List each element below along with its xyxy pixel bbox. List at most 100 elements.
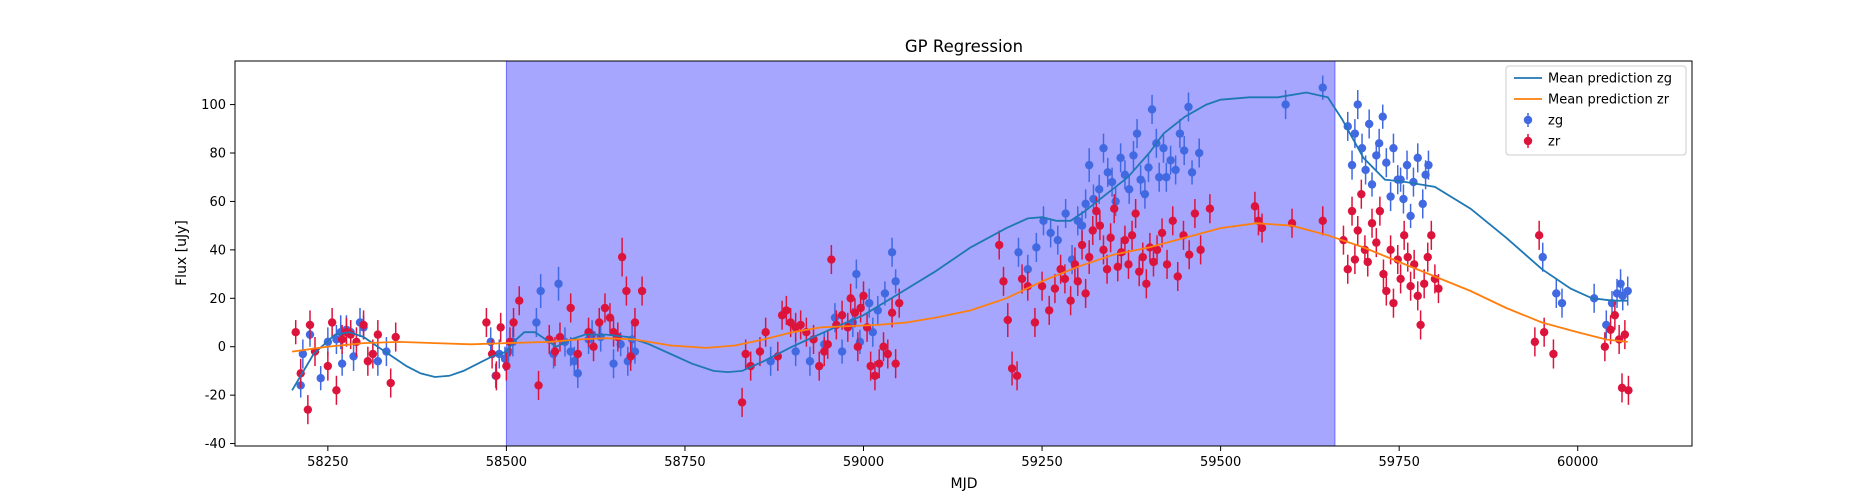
data-point	[1113, 262, 1122, 272]
data-point	[303, 405, 313, 414]
data-point	[1050, 284, 1060, 293]
data-point	[1056, 265, 1065, 274]
data-point	[1157, 228, 1167, 238]
data-point	[566, 303, 575, 313]
data-point	[1557, 298, 1567, 308]
data-point	[509, 318, 518, 327]
data-point	[332, 386, 341, 395]
data-point	[1402, 160, 1412, 170]
data-point	[1399, 231, 1409, 240]
data-point	[605, 313, 615, 322]
x-tick-label: 58750	[664, 455, 705, 470]
data-point	[534, 381, 543, 390]
data-point	[600, 303, 610, 313]
data-point	[515, 296, 524, 305]
data-point	[887, 248, 897, 257]
data-point	[1092, 206, 1101, 216]
data-point	[298, 349, 308, 359]
data-point	[1552, 289, 1561, 298]
data-point	[1374, 139, 1384, 148]
data-point	[796, 320, 805, 330]
y-tick-label: -20	[205, 389, 226, 404]
data-point	[891, 359, 900, 368]
data-point	[761, 327, 770, 337]
legend-marker-swatch	[1523, 115, 1533, 125]
data-point	[1129, 151, 1138, 160]
data-point	[1353, 100, 1362, 109]
data-point	[1127, 231, 1137, 240]
data-point	[391, 332, 400, 342]
data-point	[368, 349, 378, 359]
data-point	[1386, 192, 1395, 201]
data-point	[1030, 318, 1040, 327]
data-point	[1413, 291, 1422, 301]
data-point	[550, 347, 560, 356]
data-point	[1399, 194, 1408, 204]
data-point	[1187, 168, 1197, 177]
data-point	[1073, 277, 1082, 286]
data-point	[1363, 257, 1372, 267]
data-point	[1061, 209, 1070, 218]
x-tick-label: 59500	[1200, 455, 1241, 470]
data-point	[1539, 327, 1549, 337]
data-point	[830, 313, 840, 322]
y-axis-label: Flux [uJy]	[174, 220, 190, 286]
data-point	[1318, 83, 1327, 92]
data-point	[846, 294, 855, 303]
data-point	[1179, 146, 1189, 155]
data-point	[1620, 330, 1630, 339]
data-point	[1423, 252, 1432, 262]
data-point	[1175, 129, 1185, 138]
legend-entry-label: zr	[1548, 135, 1561, 150]
data-point	[1162, 260, 1172, 269]
data-point	[1378, 112, 1387, 121]
data-point	[573, 349, 583, 359]
data-point	[1014, 248, 1023, 257]
x-tick-label: 59750	[1378, 455, 1419, 470]
data-point	[1116, 153, 1125, 163]
data-point	[327, 318, 337, 327]
data-point	[1012, 371, 1022, 380]
data-point	[1530, 337, 1540, 347]
data-point	[626, 352, 635, 361]
data-point	[1142, 279, 1151, 288]
data-point	[589, 342, 598, 351]
data-point	[1418, 199, 1427, 209]
data-point	[856, 303, 865, 313]
data-point	[1023, 265, 1032, 274]
data-point	[853, 342, 862, 351]
data-point	[1549, 349, 1558, 359]
data-point	[1434, 284, 1443, 293]
data-point	[895, 298, 904, 308]
data-point	[1372, 238, 1381, 247]
data-point	[1089, 194, 1098, 204]
data-point	[837, 347, 847, 356]
data-point	[532, 318, 541, 327]
data-point	[566, 347, 575, 356]
data-point	[866, 361, 875, 371]
data-point	[1032, 243, 1041, 252]
data-point	[1136, 175, 1145, 184]
plot-area: 58250 58500 58750 59000 59250 59500 59750 60000…	[201, 60, 1693, 470]
data-point	[880, 289, 890, 298]
data-point	[386, 378, 395, 388]
data-point	[1144, 163, 1153, 172]
data-point	[1166, 156, 1175, 165]
data-point	[1152, 245, 1162, 255]
data-point	[555, 332, 565, 342]
data-point	[737, 398, 747, 407]
data-point	[1131, 209, 1140, 218]
data-point	[1003, 315, 1012, 325]
x-axis-label: MJD	[951, 476, 978, 492]
data-point	[1396, 274, 1405, 284]
data-marks	[291, 75, 1633, 425]
data-point	[1066, 296, 1075, 305]
data-point	[1406, 281, 1415, 291]
legend: Mean prediction zg Mean prediction zr zg zr	[1505, 65, 1687, 156]
data-point	[1103, 168, 1112, 177]
data-point	[1424, 160, 1433, 170]
data-point	[815, 361, 824, 371]
series-zr	[291, 179, 1633, 425]
data-point	[1250, 202, 1260, 211]
